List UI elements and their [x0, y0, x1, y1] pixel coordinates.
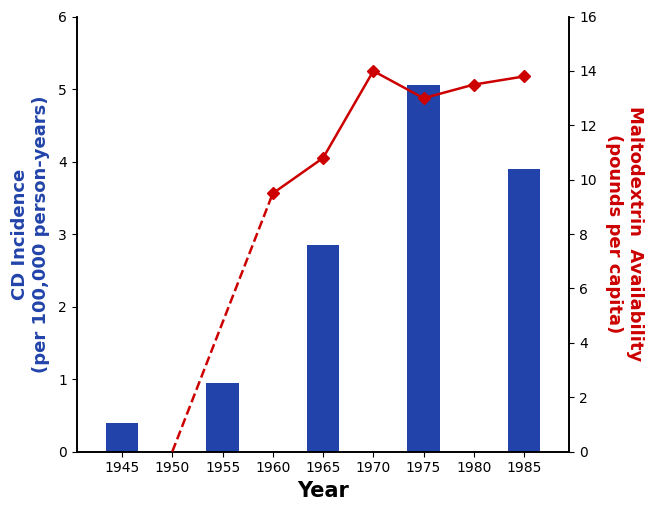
Bar — [206, 383, 238, 452]
Bar — [106, 422, 138, 452]
Bar — [407, 86, 440, 452]
Bar — [307, 245, 339, 452]
X-axis label: Year: Year — [297, 481, 349, 501]
Bar — [508, 169, 540, 452]
Y-axis label: CD Incidence
(per 100,000 person-years): CD Incidence (per 100,000 person-years) — [11, 95, 50, 373]
Y-axis label: Maltodextrin  Availability
(pounds per capita): Maltodextrin Availability (pounds per ca… — [605, 106, 644, 362]
